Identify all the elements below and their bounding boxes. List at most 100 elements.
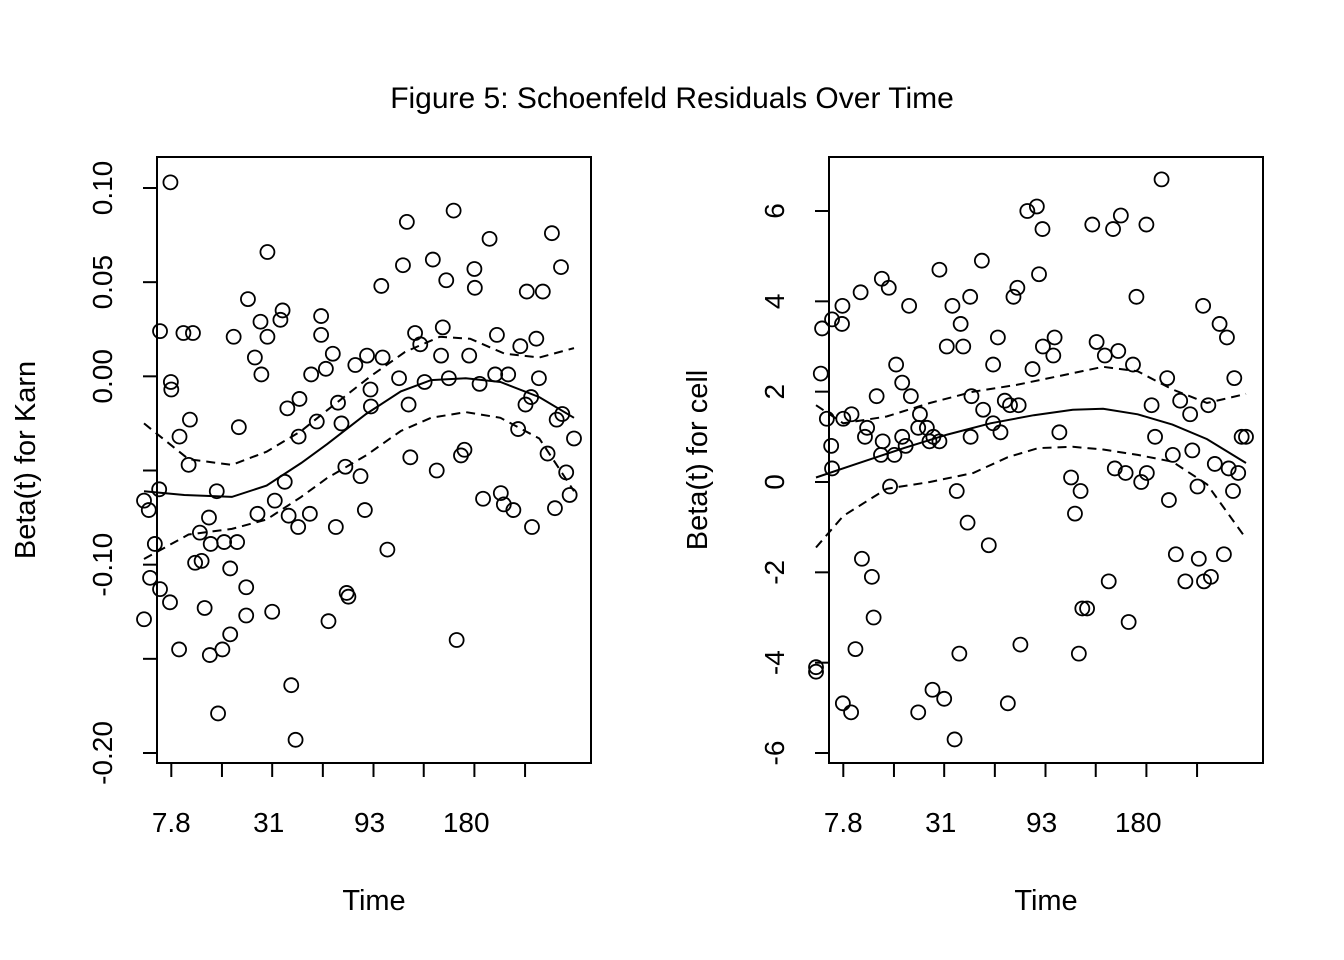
data-point bbox=[1051, 424, 1068, 441]
y-tick-label: 0 bbox=[759, 474, 790, 490]
y-tick-label: -2 bbox=[759, 560, 790, 585]
data-point bbox=[1106, 460, 1123, 477]
data-point bbox=[216, 534, 233, 550]
data-point bbox=[290, 519, 307, 535]
data-point bbox=[1120, 614, 1137, 630]
y-tick-label: -4 bbox=[759, 650, 790, 675]
series-line-upper-95 bbox=[143, 335, 575, 466]
data-point bbox=[901, 297, 918, 314]
data-point bbox=[438, 272, 455, 289]
data-point bbox=[548, 411, 565, 428]
data-point bbox=[1225, 483, 1241, 499]
data-point bbox=[523, 389, 540, 405]
x-axis-title-left: Time bbox=[342, 885, 405, 917]
data-point bbox=[1010, 397, 1027, 414]
data-point bbox=[1035, 338, 1051, 355]
data-point bbox=[1153, 171, 1170, 188]
data-point bbox=[185, 325, 201, 341]
series-line-lower-95 bbox=[815, 445, 1247, 549]
data-point bbox=[434, 319, 451, 336]
data-point bbox=[182, 411, 198, 428]
data-point bbox=[162, 374, 179, 390]
data-point bbox=[280, 507, 297, 524]
data-point bbox=[1164, 446, 1181, 463]
data-point bbox=[1203, 568, 1219, 585]
data-point bbox=[253, 366, 270, 383]
data-point bbox=[187, 554, 204, 571]
data-point bbox=[208, 483, 225, 500]
data-point bbox=[440, 370, 457, 387]
data-point bbox=[1230, 465, 1247, 481]
data-point bbox=[873, 270, 890, 287]
data-point bbox=[1147, 428, 1163, 445]
data-point bbox=[1189, 478, 1206, 495]
data-point bbox=[824, 311, 840, 328]
data-point bbox=[475, 490, 491, 507]
data-point bbox=[412, 336, 429, 353]
data-point bbox=[225, 328, 242, 345]
data-point bbox=[996, 392, 1013, 409]
data-point bbox=[1110, 343, 1127, 359]
x-tick-label: 180 bbox=[443, 807, 490, 838]
data-point bbox=[202, 536, 219, 552]
points-right bbox=[808, 171, 1254, 748]
y-tick-label: -0.10 bbox=[87, 533, 118, 597]
data-point bbox=[340, 588, 357, 605]
data-point bbox=[171, 428, 188, 445]
data-point bbox=[290, 428, 307, 445]
data-point bbox=[171, 641, 187, 658]
data-point bbox=[938, 338, 955, 355]
data-point bbox=[175, 325, 192, 341]
data-point bbox=[330, 394, 346, 411]
data-point bbox=[487, 366, 504, 383]
data-point bbox=[1220, 460, 1237, 477]
series-line-lower-95 bbox=[143, 411, 575, 560]
data-point bbox=[1002, 397, 1018, 414]
data-point bbox=[1046, 329, 1063, 346]
data-point bbox=[1200, 397, 1217, 414]
data-point bbox=[481, 230, 498, 247]
data-point bbox=[902, 388, 919, 405]
data-point bbox=[151, 481, 168, 498]
data-point bbox=[352, 468, 369, 485]
data-point bbox=[544, 225, 560, 242]
data-point bbox=[162, 174, 179, 191]
data-point bbox=[320, 613, 337, 630]
data-point bbox=[952, 316, 969, 332]
data-point bbox=[246, 349, 263, 366]
data-point bbox=[140, 502, 157, 518]
data-point bbox=[1034, 221, 1051, 237]
data-point bbox=[834, 695, 851, 712]
data-point bbox=[505, 502, 522, 518]
data-point bbox=[1182, 406, 1199, 423]
data-point bbox=[814, 320, 830, 337]
x-tick-label: 93 bbox=[354, 807, 385, 838]
data-point bbox=[897, 437, 914, 454]
x-tick-label: 7.8 bbox=[824, 807, 863, 838]
data-point bbox=[445, 202, 462, 219]
data-point bbox=[1024, 361, 1041, 377]
data-point bbox=[230, 419, 247, 436]
x-axis-left: 7.8 31 93 180 bbox=[152, 763, 527, 838]
x-tick-label: 31 bbox=[253, 807, 284, 838]
data-point bbox=[1117, 465, 1134, 481]
y-tick-label: 0.10 bbox=[87, 161, 118, 216]
data-point bbox=[910, 704, 927, 721]
data-point bbox=[249, 505, 266, 522]
data-point bbox=[834, 297, 851, 314]
data-point bbox=[287, 731, 304, 748]
data-point bbox=[894, 374, 911, 391]
chart-left: -0.20 -0.10 0.00 0.05 0.10 7.8 31 93 180 Time B… bbox=[10, 156, 592, 917]
data-point bbox=[1184, 442, 1201, 459]
data-point bbox=[313, 326, 330, 343]
data-point bbox=[812, 365, 829, 382]
data-point bbox=[356, 502, 373, 518]
data-point bbox=[379, 541, 396, 558]
data-point bbox=[510, 421, 527, 437]
data-point bbox=[163, 381, 180, 398]
data-point bbox=[1074, 600, 1091, 617]
data-point bbox=[313, 308, 330, 324]
data-point bbox=[301, 505, 318, 522]
data-point bbox=[808, 663, 824, 680]
